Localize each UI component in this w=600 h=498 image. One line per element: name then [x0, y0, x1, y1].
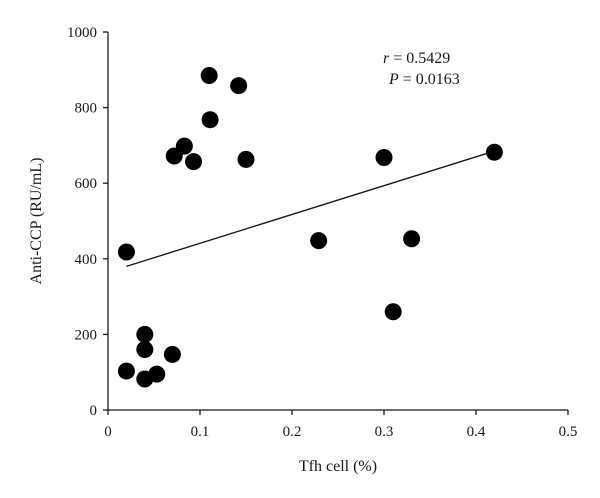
x-tick-label: 0.2 [283, 424, 302, 440]
y-tick-label: 400 [75, 252, 98, 268]
data-point [230, 77, 248, 95]
data-point [185, 153, 203, 171]
x-tick-label: 0.3 [375, 424, 394, 440]
x-tick-label: 0.4 [467, 424, 486, 440]
data-point [201, 111, 219, 129]
data-point [163, 345, 181, 363]
data-point [175, 137, 193, 155]
y-tick-label: 0 [90, 403, 98, 419]
x-axis-title: Tfh cell (%) [299, 458, 377, 475]
y-tick-label: 1000 [67, 25, 97, 41]
data-point [136, 325, 154, 343]
data-point [117, 243, 135, 261]
axes [107, 32, 568, 411]
regression-line-group [126, 150, 495, 268]
data-point [136, 341, 154, 359]
data-point [200, 66, 218, 84]
x-tick-label: 0.1 [191, 424, 210, 440]
x-tick-label: 0 [104, 424, 112, 440]
data-point [117, 362, 135, 380]
x-tick-label: 0.5 [559, 424, 578, 440]
data-point [310, 232, 328, 250]
y-axis-title: Anti-CCP (RU/mL) [28, 158, 45, 285]
data-point [384, 303, 402, 321]
regression-line [126, 150, 495, 268]
y-tick-label: 800 [75, 101, 98, 117]
data-point [237, 150, 255, 168]
data-point [148, 365, 166, 383]
data-point [375, 148, 393, 166]
data-point [403, 230, 421, 248]
p-statistic: P = 0.0163 [388, 71, 460, 88]
data-points [117, 66, 503, 388]
r-statistic: r = 0.5429 [383, 50, 450, 67]
y-tick-label: 600 [75, 176, 98, 192]
x-ticks: 0 0.1 0.2 0.3 0.4 0.5 [104, 410, 577, 440]
y-tick-label: 200 [75, 327, 98, 343]
data-point [485, 143, 503, 161]
y-ticks: 0 200 400 600 800 1000 [67, 25, 108, 419]
